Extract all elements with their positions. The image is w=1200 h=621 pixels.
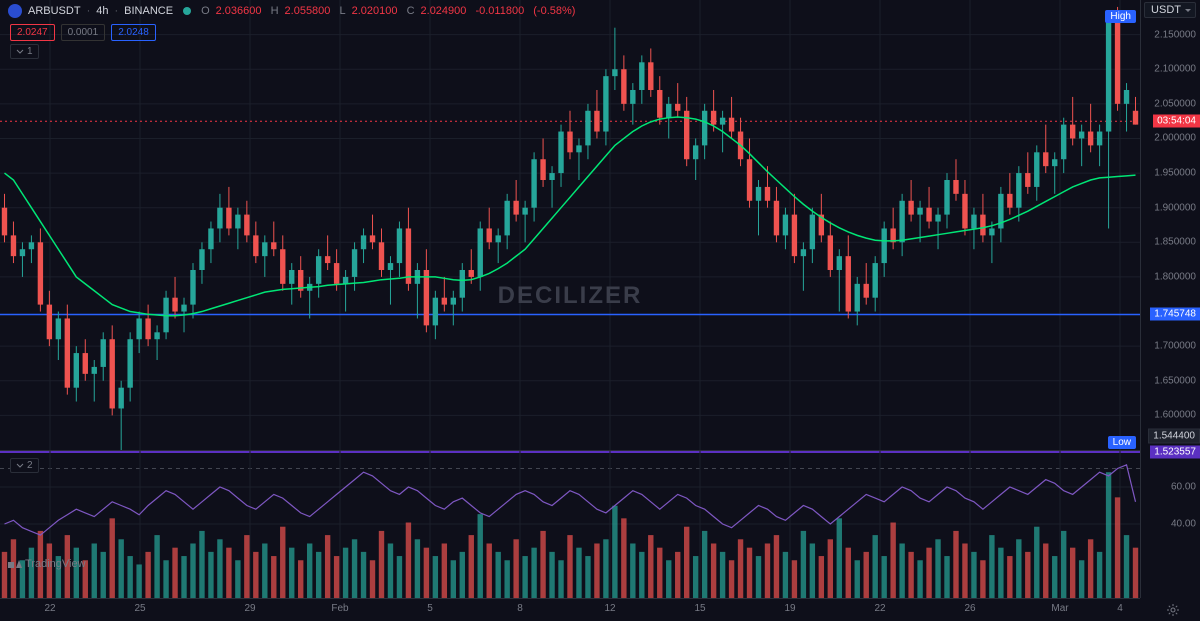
y-axis-tick: 2.150000 [1154, 29, 1196, 40]
countdown-tag: 03:54:04 [1153, 115, 1200, 128]
chevron-down-icon [16, 462, 24, 470]
x-axis-tick: 15 [694, 603, 705, 614]
interval-label[interactable]: 4h [96, 5, 108, 17]
indicator-value-tag: 1.523557 [1150, 446, 1200, 459]
x-axis-tick: 5 [427, 603, 433, 614]
y-axis-tick: 1.650000 [1154, 375, 1196, 386]
x-axis-tick: 29 [244, 603, 255, 614]
exchange-label: BINANCE [124, 5, 173, 17]
ask-price[interactable]: 2.0248 [111, 24, 156, 41]
y-axis-tick: 1.900000 [1154, 202, 1196, 213]
y-axis-tick: 2.100000 [1154, 64, 1196, 75]
spread: 0.0001 [61, 24, 106, 41]
x-axis-tick: 22 [44, 603, 55, 614]
quote-currency-select[interactable]: USDT [1144, 2, 1196, 18]
separator: · [114, 5, 118, 17]
status-dot-icon [183, 7, 191, 15]
y-axis-tick: 2.000000 [1154, 133, 1196, 144]
collapse-pane-2-button[interactable]: 2 [10, 458, 39, 473]
x-axis-tick: Feb [331, 603, 348, 614]
hline-price-tag: 1.745748 [1150, 308, 1200, 321]
x-axis-tick: 26 [964, 603, 975, 614]
x-axis-tick: 8 [517, 603, 523, 614]
chevron-down-icon [16, 48, 24, 56]
y-axis-tick: 1.800000 [1154, 271, 1196, 282]
y-axis-tick: 40.00 [1171, 519, 1196, 530]
bid-ask-boxes: 2.0247 0.0001 2.0248 [10, 24, 156, 41]
indicator-chart[interactable] [0, 450, 1140, 598]
x-axis-tick: 4 [1117, 603, 1123, 614]
x-axis-tick: 12 [604, 603, 615, 614]
y-axis-tick: 2.050000 [1154, 98, 1196, 109]
y-axis-tick: 1.950000 [1154, 168, 1196, 179]
symbol-name[interactable]: ARBUSDT [28, 5, 81, 17]
symbol-icon [8, 4, 22, 18]
bid-price[interactable]: 2.0247 [10, 24, 55, 41]
y-axis-tick: 1.850000 [1154, 237, 1196, 248]
y-axis-tick: 60.00 [1171, 482, 1196, 493]
x-axis-tick: 25 [134, 603, 145, 614]
y-axis-tick: 1.700000 [1154, 341, 1196, 352]
pane-divider[interactable] [0, 450, 1140, 451]
separator: · [87, 5, 91, 17]
collapse-pane-1-button[interactable]: 1 [10, 44, 39, 59]
tv-logo-icon [8, 559, 22, 569]
chart-header: ARBUSDT · 4h · BINANCE O2.036600 H2.0558… [0, 0, 1200, 22]
x-axis-tick: 22 [874, 603, 885, 614]
x-axis-tick: Mar [1051, 603, 1068, 614]
gear-icon [1166, 603, 1180, 617]
x-axis-tick: 19 [784, 603, 795, 614]
price-chart[interactable] [0, 0, 1140, 450]
low-price-tag: 1.544400 [1148, 429, 1200, 444]
tradingview-logo[interactable]: TradingView [8, 558, 86, 570]
time-axis[interactable]: 22 25 29 Feb 5 8 12 15 19 22 26 Mar 4 [0, 598, 1140, 621]
settings-button[interactable] [1166, 603, 1180, 617]
ohlc-readout: O2.036600 H2.055800 L2.020100 C2.024900 … [201, 5, 581, 17]
y-axis-tick: 1.600000 [1154, 410, 1196, 421]
price-axis[interactable]: 1.600000 1.650000 1.700000 1.800000 1.850000… [1140, 0, 1200, 598]
low-tag: Low [1108, 436, 1136, 449]
